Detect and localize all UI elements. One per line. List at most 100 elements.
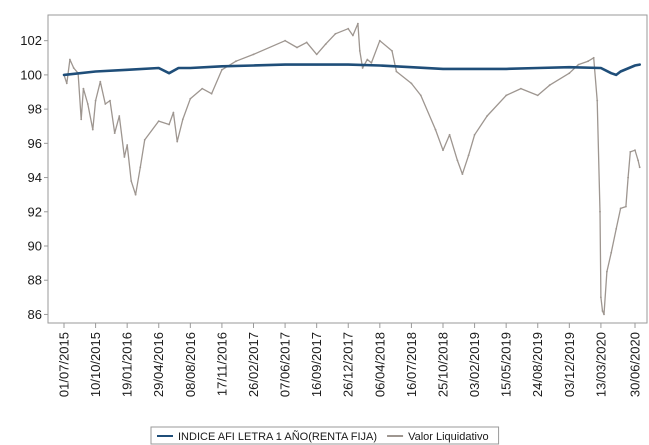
data-point-index <box>619 70 622 73</box>
data-point-fund-value <box>473 133 476 136</box>
data-point-index <box>189 67 192 69</box>
data-point-fund-value <box>139 166 142 169</box>
x-tick-label: 26/12/2017 <box>341 332 356 397</box>
data-point-index <box>63 74 65 76</box>
data-point-index <box>168 72 171 75</box>
data-point-fund-value <box>104 103 107 105</box>
legend-box <box>150 426 500 445</box>
legend-label: Valor Liquidativo <box>408 431 489 443</box>
data-point-fund-value <box>615 228 618 230</box>
data-point-fund-value <box>176 140 179 143</box>
data-point-fund-value <box>80 118 83 121</box>
data-point-fund-value <box>352 34 354 37</box>
data-point-fund-value <box>113 132 116 135</box>
data-point-fund-value <box>157 120 160 122</box>
data-point-fund-value <box>72 67 75 69</box>
data-point-fund-value <box>629 151 632 153</box>
legend: INDICE AFI LETRA 1 AÑO(RENTA FIJA) Valor … <box>150 426 500 445</box>
data-point-fund-value <box>603 313 605 316</box>
data-point-fund-value <box>284 39 286 42</box>
series-layer <box>62 22 642 316</box>
data-point-index <box>634 64 636 67</box>
data-point-fund-value <box>130 180 133 182</box>
data-point-fund-value <box>486 115 488 117</box>
data-point-fund-value <box>461 173 464 176</box>
data-point-fund-value <box>99 80 102 83</box>
x-tick-label: 29/04/2016 <box>151 332 166 397</box>
data-point-fund-value <box>442 149 444 152</box>
data-point-fund-value <box>606 270 608 273</box>
data-point-index <box>473 68 476 70</box>
data-point-index <box>568 66 571 69</box>
data-point-fund-value <box>82 87 85 90</box>
data-point-fund-value <box>201 87 204 90</box>
x-tick-label: 15/05/2019 <box>499 332 514 397</box>
data-point-fund-value <box>134 193 137 196</box>
legend-item: INDICE AFI LETRA 1 AÑO(RENTA FIJA) <box>157 430 377 443</box>
data-point-fund-value <box>505 94 508 97</box>
data-point-fund-value <box>638 166 641 169</box>
data-point-index <box>284 63 286 66</box>
data-point-fund-value <box>599 210 601 213</box>
y-tick-label: 92 <box>28 204 42 219</box>
data-point-fund-value <box>334 32 337 35</box>
x-tick-label: 16/09/2017 <box>309 332 324 397</box>
data-point-fund-value <box>168 123 171 126</box>
legend-label: INDICE AFI LETRA 1 AÑO(RENTA FIJA) <box>178 430 377 443</box>
data-point-fund-value <box>587 60 589 63</box>
x-tick-label: 17/11/2016 <box>214 332 229 396</box>
data-point-index <box>157 67 160 69</box>
data-point-fund-value <box>536 94 539 97</box>
data-point-fund-value <box>391 50 393 52</box>
data-point-fund-value <box>456 159 459 162</box>
data-point-index <box>126 68 129 71</box>
data-point-fund-value <box>548 84 551 87</box>
data-point-index <box>638 63 641 66</box>
data-point-fund-value <box>357 22 359 25</box>
data-point-index <box>600 67 602 69</box>
data-point-index <box>94 70 97 73</box>
x-axis: 01/07/2015 10/10/2015 19/01/2016 29/04/2016… <box>57 323 643 397</box>
data-point-fund-value <box>109 99 111 102</box>
data-point-fund-value <box>65 82 68 85</box>
data-point-fund-value <box>296 46 298 49</box>
x-tick-label: 07/06/2017 <box>278 332 293 397</box>
data-point-fund-value <box>627 176 629 179</box>
y-axis: 86 88 90 92 94 96 98 100 102 <box>20 33 48 322</box>
data-point-fund-value <box>467 154 470 157</box>
data-point-fund-value <box>118 115 121 117</box>
x-tick-label: 19/01/2016 <box>120 332 135 397</box>
plot-area-frame <box>47 14 648 324</box>
data-point-fund-value <box>361 67 364 69</box>
data-point-index <box>536 67 539 69</box>
x-tick-label: 30/06/2020 <box>628 332 643 397</box>
x-tick-label: 16/07/2018 <box>404 332 419 397</box>
data-point-index <box>610 72 613 75</box>
data-point-fund-value <box>600 296 602 299</box>
data-point-fund-value <box>619 207 622 210</box>
data-point-fund-value <box>172 111 175 114</box>
data-point-fund-value <box>221 68 223 71</box>
data-point-fund-value <box>378 39 381 42</box>
data-point-index <box>177 67 180 69</box>
data-point-fund-value <box>305 41 308 44</box>
legend-item: Valor Liquidativo <box>387 431 489 443</box>
data-point-fund-value <box>568 72 571 75</box>
data-point-fund-value <box>210 92 213 95</box>
data-point-index <box>378 64 381 67</box>
data-point-fund-value <box>610 251 613 254</box>
y-tick-label: 90 <box>28 239 42 254</box>
data-point-fund-value <box>395 70 398 73</box>
data-point-fund-value <box>634 149 636 152</box>
x-tick-label: 13/03/2020 <box>593 332 608 397</box>
y-tick-label: 94 <box>28 170 42 185</box>
data-point-fund-value <box>366 58 369 61</box>
x-tick-label: 08/08/2016 <box>183 332 198 397</box>
data-point-index <box>221 65 223 68</box>
x-tick-label: 25/10/2018 <box>435 332 450 397</box>
data-point-index <box>615 74 618 76</box>
y-tick-label: 100 <box>20 67 42 82</box>
data-point-fund-value <box>592 56 595 59</box>
data-point-fund-value <box>252 53 255 56</box>
